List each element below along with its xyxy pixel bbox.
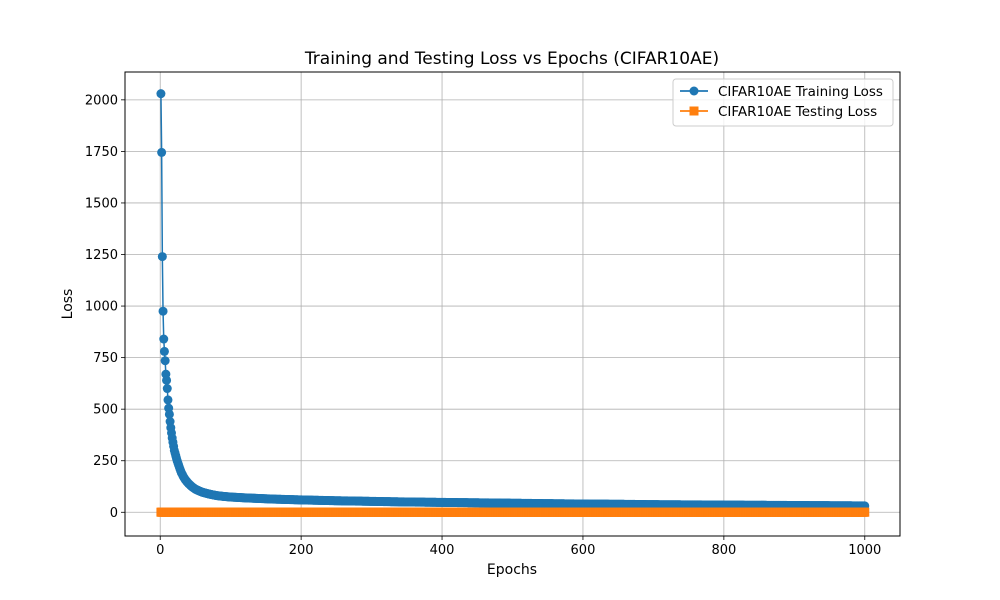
data-point [860, 507, 870, 517]
data-point [158, 306, 168, 316]
legend: CIFAR10AE Training Loss CIFAR10AE Testin… [672, 78, 894, 127]
x-tick-label: 0 [156, 543, 164, 558]
y-tick-label: 0 [110, 506, 118, 521]
data-point [159, 346, 169, 356]
x-tick-label: 400 [430, 543, 455, 558]
series-layer [156, 89, 870, 517]
series-training [156, 89, 870, 511]
data-point [159, 334, 169, 344]
chart-title: Training and Testing Loss vs Epochs (CIF… [304, 49, 719, 69]
data-point [160, 356, 170, 366]
x-tick-label: 600 [571, 543, 596, 558]
tick-layer: 0 200 400 600 800 1000 0 250 500 750 1000 1250 1500 1… [85, 93, 881, 558]
series-testing [156, 507, 870, 517]
data-point [162, 375, 172, 385]
legend-label-training: CIFAR10AE Training Loss [718, 84, 883, 100]
x-tick-label: 800 [711, 543, 736, 558]
y-tick-label: 1250 [85, 248, 118, 263]
legend-label-testing: CIFAR10AE Testing Loss [718, 104, 877, 120]
data-point [163, 395, 173, 405]
legend-marker-testing [689, 106, 699, 116]
data-point [157, 252, 167, 262]
y-axis-title: Loss [60, 289, 76, 320]
grid-lines [125, 72, 900, 536]
x-axis-title: Epochs [487, 562, 537, 578]
data-point [164, 409, 174, 419]
x-tick-label: 1000 [848, 543, 881, 558]
data-point [162, 384, 172, 394]
legend-marker-training [689, 86, 699, 96]
y-tick-label: 1500 [85, 196, 118, 211]
y-tick-label: 250 [93, 454, 118, 469]
y-tick-label: 1750 [85, 145, 118, 160]
x-tick-label: 200 [289, 543, 314, 558]
y-tick-label: 1000 [85, 300, 118, 315]
data-point [157, 147, 167, 157]
y-tick-label: 500 [93, 403, 118, 418]
y-tick-label: 2000 [85, 93, 118, 108]
y-tick-label: 750 [93, 351, 118, 366]
data-point [156, 89, 166, 99]
plot-frame [124, 71, 901, 537]
legend-box [672, 78, 894, 127]
